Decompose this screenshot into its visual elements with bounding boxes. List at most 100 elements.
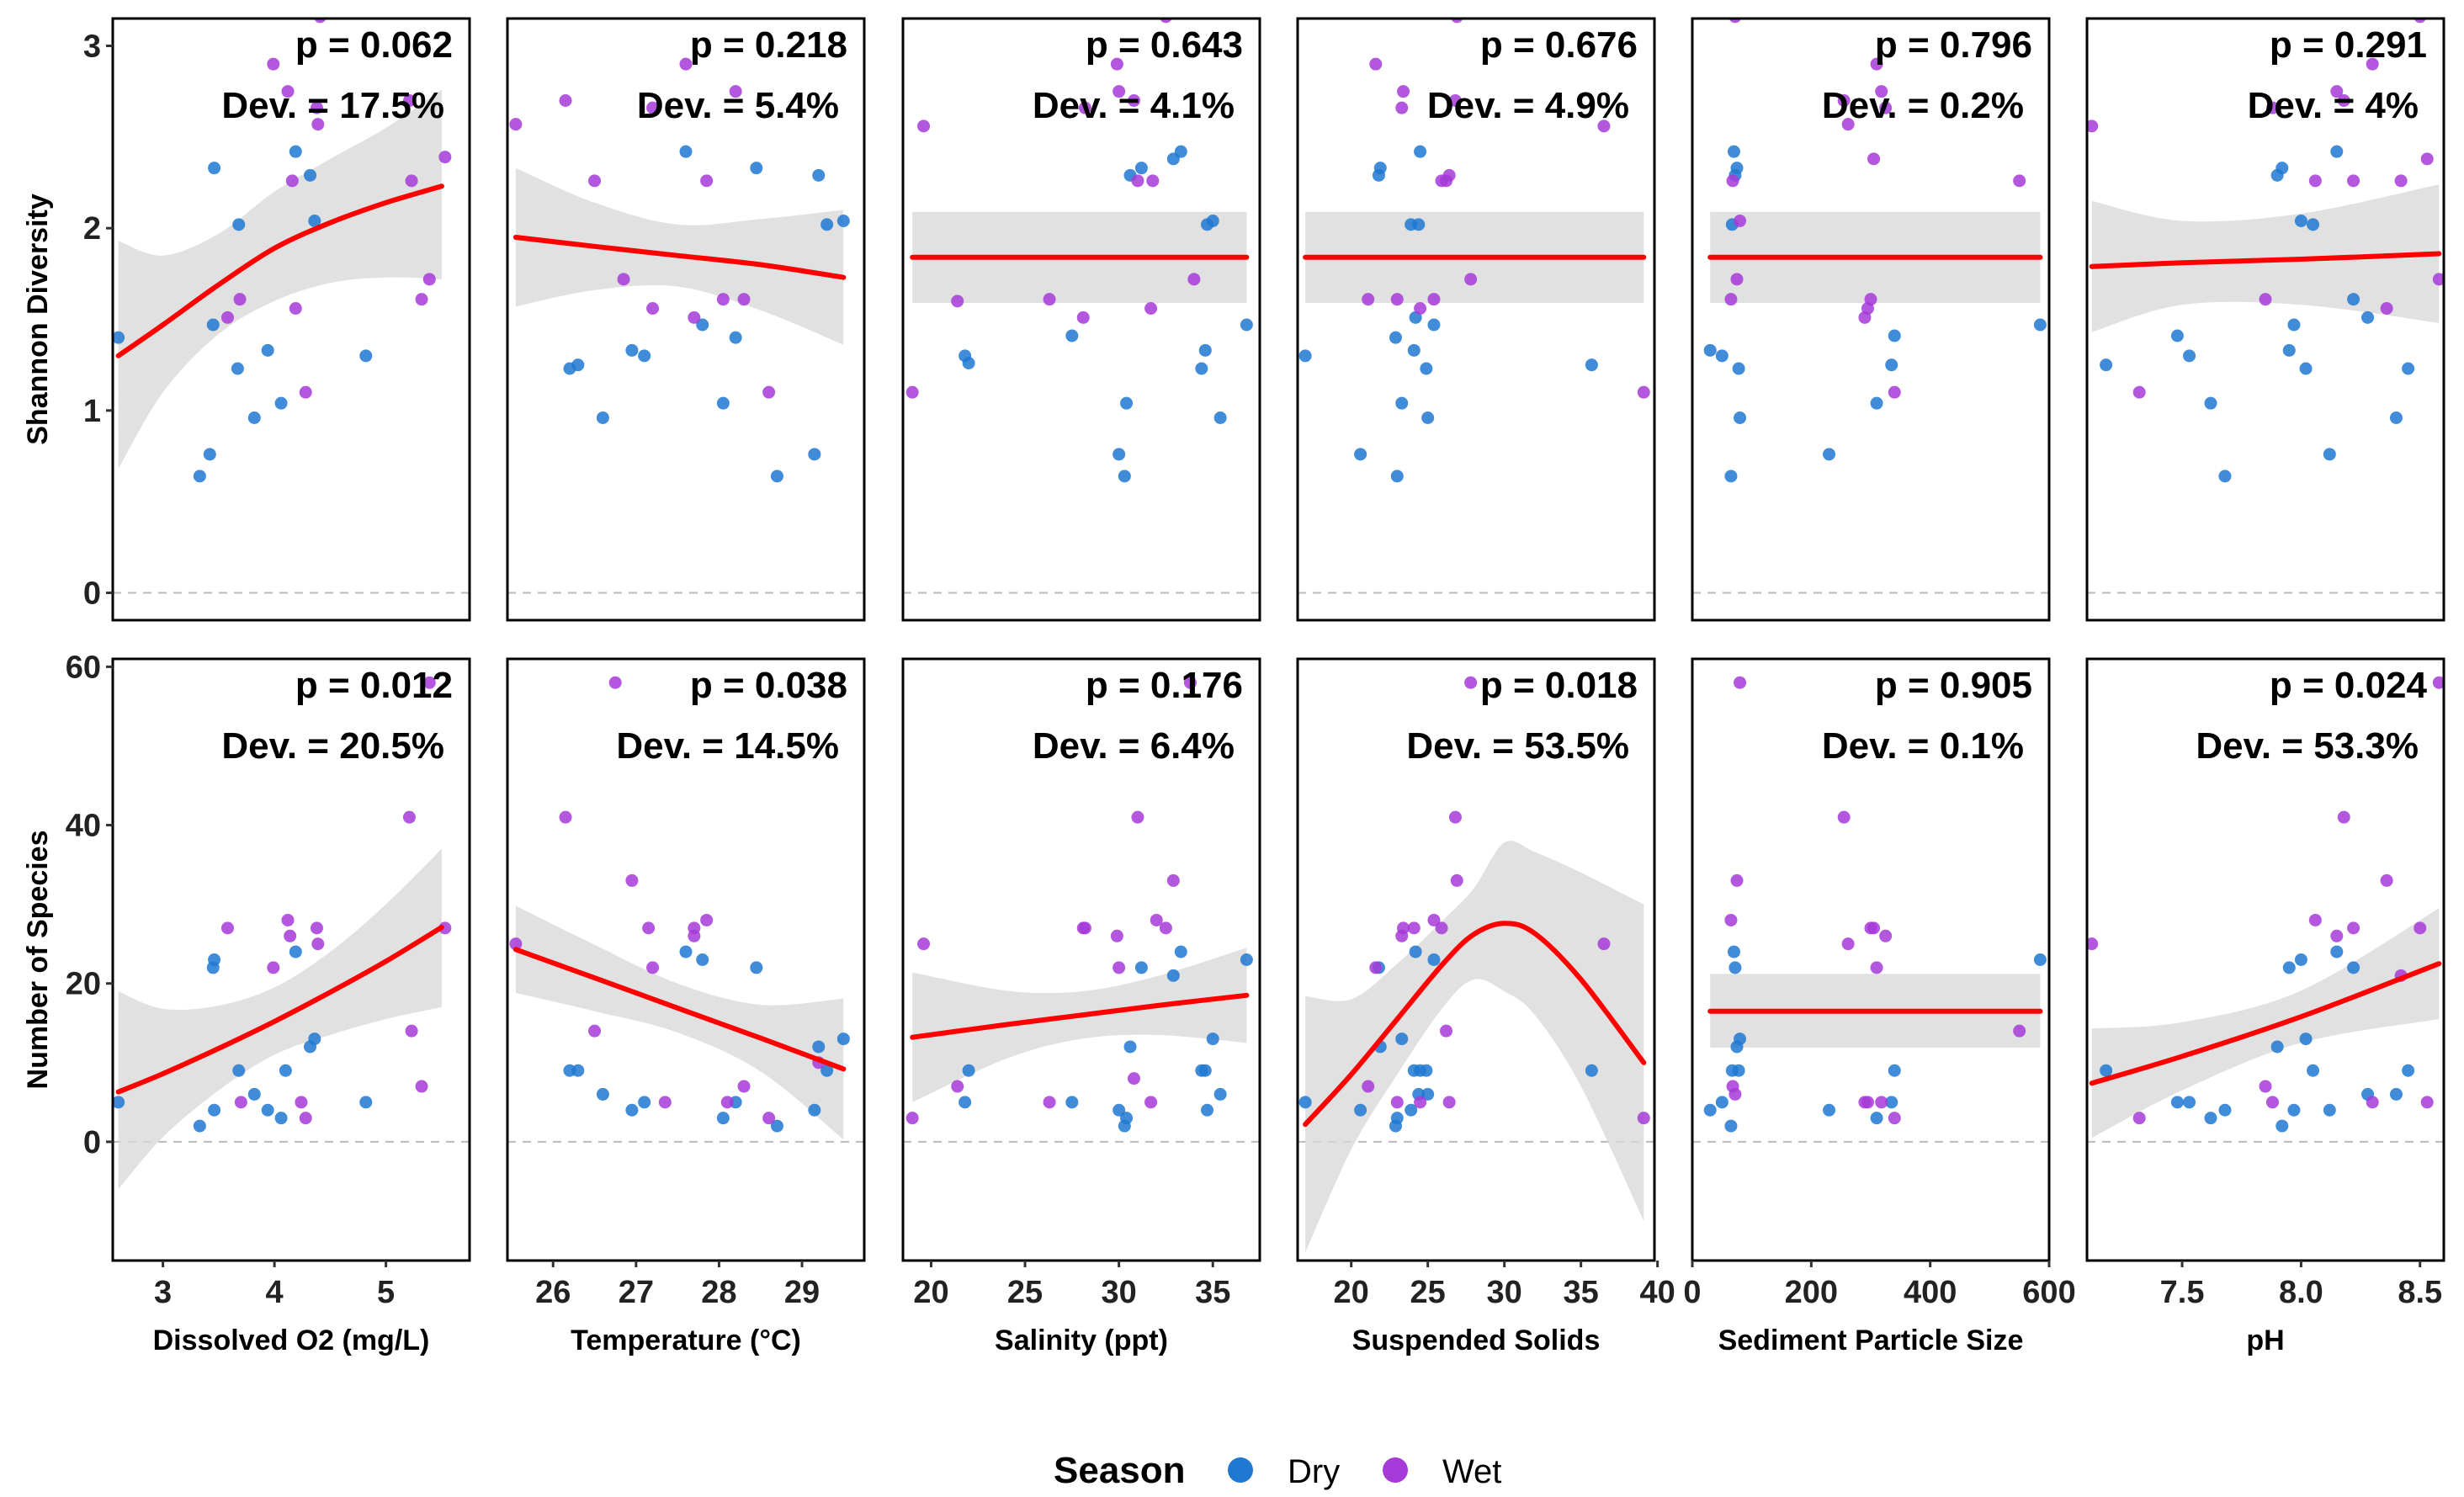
point-dry [1174,145,1187,158]
point-wet [917,937,931,951]
point-dry [289,145,302,158]
x-axis-label: Sediment Particle Size [1718,1324,2024,1356]
point-wet [646,302,660,315]
point-dry [596,1087,609,1101]
point-wet [642,921,656,935]
point-dry [1120,396,1134,410]
point-wet [1734,676,1747,689]
point-wet [2259,1080,2272,1093]
panel-frame [506,17,866,622]
point-wet [1390,1096,1404,1109]
point-dry [1120,1112,1134,1125]
point-wet [1730,273,1744,286]
point-dry [1730,162,1744,175]
point-wet [1870,961,1883,974]
confidence-band [1305,841,1644,1253]
legend-swatch-dry [1228,1457,1253,1483]
point-wet [220,311,234,324]
point-dry [1395,396,1409,410]
point-dry [1427,953,1441,966]
point-dry [2170,329,2184,342]
y-axis-label: Number of Species [22,831,54,1090]
panel-diversity-sediment-particle-size: p = 0.796 Dev. = 0.2% [1691,17,2051,622]
point-wet [2330,929,2344,942]
point-dry [2323,448,2336,461]
point-dry [1195,362,1208,375]
point-dry [2330,945,2344,958]
point-dry [729,331,742,344]
point-wet [415,1080,428,1093]
panel-diversity-suspended-solids: p = 0.676 Dev. = 4.9% [1296,17,1656,622]
point-dry [1734,1033,1747,1046]
point-wet [284,929,297,942]
fit-line [115,924,444,1095]
deviance-label: Dev. = 53.3% [2196,725,2419,767]
point-wet [2414,921,2427,935]
point-dry [359,349,373,363]
point-dry [1390,470,1404,483]
point-dry [1732,362,1745,375]
point-wet [285,174,299,188]
point-dry [820,218,834,231]
point-wet [1637,385,1650,399]
point-dry [2275,1119,2289,1133]
fit-line [2089,251,2442,269]
deviance-label: Dev. = 4.1% [1033,85,1235,126]
p-value-label: p = 0.218 [690,24,847,66]
point-wet [559,94,572,107]
point-wet [646,101,660,114]
deviance-label: Dev. = 14.5% [616,725,839,767]
point-dry [1724,1119,1738,1133]
p-value-label: p = 0.018 [1480,665,1638,706]
point-dry [1421,411,1435,424]
point-dry [113,331,125,344]
p-value-label: p = 0.643 [1086,24,1243,66]
panel-diversity-salinity: p = 0.643 Dev. = 4.1% [901,17,1261,622]
point-dry [638,349,651,363]
plot-area [113,19,470,594]
point-wet [2087,937,2099,951]
point-wet [2380,302,2393,315]
point-wet [1113,961,1126,974]
plot-area [2087,19,2444,594]
point-dry [359,1096,373,1109]
point-wet [1076,311,1090,324]
panel-frame [111,657,471,1262]
point-dry [1373,162,1387,175]
fit-line [2089,961,2442,1086]
x-tick-label: 29 [784,1275,820,1310]
point-wet [1131,810,1144,824]
point-wet [1131,174,1144,188]
point-dry [1354,1103,1367,1117]
point-wet [438,151,452,164]
point-dry [1585,1064,1598,1077]
point-dry [1585,358,1598,372]
x-tick-label: 28 [701,1275,736,1310]
point-wet [646,961,660,974]
point-wet [679,57,693,71]
point-wet [1127,94,1140,107]
deviance-label: Dev. = 0.2% [1822,85,2024,126]
point-dry [1407,343,1421,357]
point-dry [2294,953,2307,966]
point-wet [658,1096,672,1109]
confidence-band [912,948,1247,1102]
panel-frame [1691,17,2051,622]
point-dry [696,318,709,332]
x-tick-label: 7.5 [2160,1275,2205,1310]
deviance-label: Dev. = 4.9% [1427,85,1629,126]
point-wet [2132,385,2146,399]
plot-area [507,57,864,594]
panel-species-suspended-solids: 20 25 30 35 40 Suspended Solids p = 0.018 Dev. … [1296,657,1675,1356]
point-wet [2265,1096,2279,1109]
point-wet [1442,1096,1456,1109]
point-dry [261,1103,274,1117]
point-wet [299,385,312,399]
point-wet [2013,174,2026,188]
point-dry [1354,448,1367,461]
point-dry [2282,961,2296,974]
point-dry [1703,1103,1717,1117]
point-dry [289,945,302,958]
panel-frame [2085,17,2445,622]
point-dry [2299,1033,2313,1046]
